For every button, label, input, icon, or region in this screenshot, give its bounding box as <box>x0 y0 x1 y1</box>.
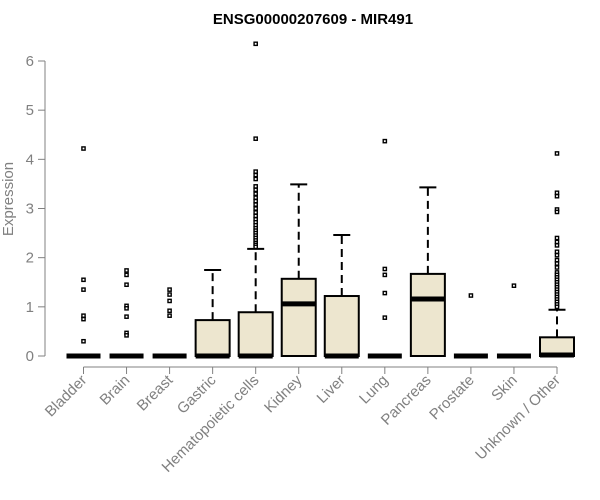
outlier-point <box>253 187 258 193</box>
outlier-point <box>124 333 129 338</box>
outlier-point <box>124 306 129 311</box>
box-body <box>280 277 317 357</box>
outlier-point <box>81 277 86 283</box>
x-tick-label: Breast <box>134 371 177 414</box>
outlier-point <box>554 193 560 199</box>
outlier-point <box>253 136 258 141</box>
outlier-point <box>382 138 388 144</box>
outlier-point <box>81 316 86 322</box>
outlier-point <box>382 290 388 296</box>
outlier-point <box>253 202 258 207</box>
outlier-point <box>253 244 258 250</box>
outlier-point <box>253 184 258 189</box>
outlier-point <box>81 313 86 318</box>
outlier-point <box>554 209 560 215</box>
box-group <box>280 183 317 357</box>
outlier-point <box>167 298 172 304</box>
chart-title: ENSG00000207609 - MIR491 <box>213 11 413 28</box>
y-tick-label: 3 <box>26 201 34 218</box>
box-group <box>109 268 144 359</box>
y-tick-label: 1 <box>26 299 34 316</box>
outlier-point <box>382 272 388 278</box>
box-group <box>237 41 274 359</box>
box-body <box>237 311 274 358</box>
outlier-point <box>167 313 172 318</box>
y-tick-label: 0 <box>26 348 34 365</box>
y-tick-label: 2 <box>26 250 34 267</box>
x-tick-label: Prostate <box>426 372 478 424</box>
outlier-point <box>124 268 129 273</box>
outlier-point <box>253 198 258 204</box>
outlier-point <box>554 190 560 196</box>
outlier-point <box>554 151 560 156</box>
outlier-point <box>81 146 86 151</box>
outlier-point <box>554 257 560 263</box>
x-tick-label: Brain <box>97 372 134 409</box>
outlier-point <box>253 213 258 219</box>
outlier-point <box>554 235 560 241</box>
box-group <box>66 146 101 359</box>
outlier-point <box>253 210 258 215</box>
outlier-point <box>253 176 258 182</box>
box-group <box>367 138 402 359</box>
outlier-point <box>124 272 129 278</box>
outlier-point <box>124 314 129 319</box>
outlier-point <box>382 266 388 272</box>
outlier-point <box>554 249 560 255</box>
x-tick-label: Bladder <box>42 372 91 421</box>
outlier-point <box>554 304 560 310</box>
outlier-point <box>511 283 517 288</box>
x-tick-label: Liver <box>314 372 349 407</box>
box-group <box>496 283 531 359</box>
outlier-point <box>81 338 86 344</box>
x-tick-label: Kidney <box>261 371 306 416</box>
x-tick-label: Lung <box>356 372 392 408</box>
box-body <box>323 295 360 357</box>
box-group <box>323 234 360 359</box>
outlier-point <box>554 239 560 245</box>
outlier-point <box>468 293 474 298</box>
y-axis: 0 1 2 3 4 5 6 <box>26 53 46 365</box>
outlier-point <box>81 287 86 292</box>
box-body <box>409 272 446 357</box>
y-axis-label: Expression <box>0 162 17 236</box>
outlier-point <box>554 265 560 270</box>
outlier-point <box>253 169 258 174</box>
box-group <box>409 186 446 357</box>
y-tick-label: 6 <box>26 53 34 70</box>
y-tick-label: 5 <box>26 102 34 119</box>
outlier-point <box>253 191 258 197</box>
outlier-point <box>253 172 258 178</box>
box-series <box>66 41 575 359</box>
outlier-point <box>253 206 258 211</box>
box-group <box>194 268 231 359</box>
box-group <box>539 151 575 358</box>
outlier-point <box>124 282 129 288</box>
box-body <box>194 319 231 358</box>
outlier-point <box>253 41 258 47</box>
outlier-point <box>554 243 560 248</box>
outlier-point <box>554 261 560 266</box>
outlier-point <box>167 287 172 292</box>
y-tick-label: 4 <box>26 151 34 168</box>
x-tick-label: Skin <box>488 372 521 405</box>
outlier-point <box>554 252 560 258</box>
outlier-point <box>382 315 388 320</box>
outlier-point <box>167 308 172 314</box>
outlier-point <box>253 195 258 200</box>
outlier-point <box>167 292 172 297</box>
box-group <box>152 287 187 359</box>
box-group <box>453 293 488 359</box>
